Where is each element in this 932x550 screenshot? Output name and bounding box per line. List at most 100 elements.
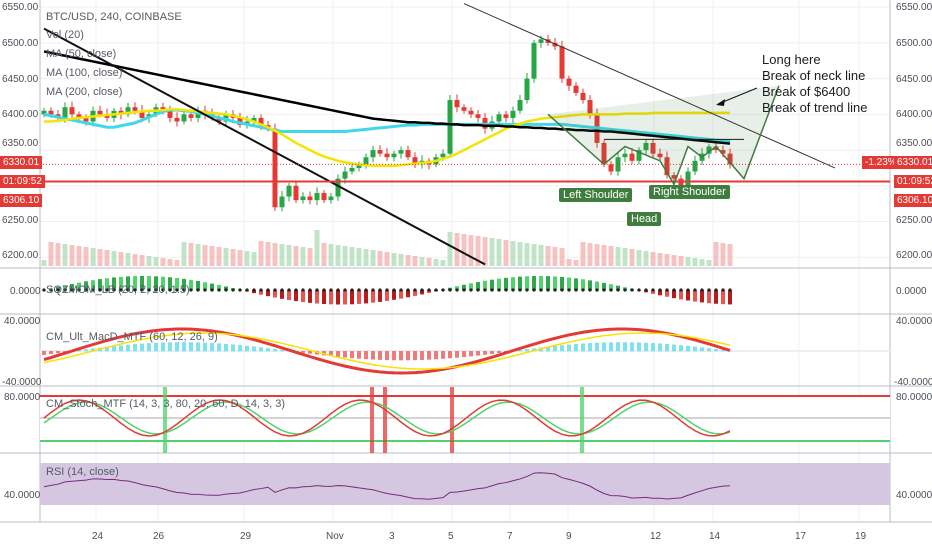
stoch-oscillator: [40, 387, 890, 453]
sqz-bar-67: [511, 277, 515, 291]
candle-76: [573, 85, 579, 93]
sqz-dot-79: [595, 288, 599, 292]
sqz-bar-65: [497, 278, 501, 291]
volume-bar-31: [258, 241, 264, 266]
candle-74: [559, 46, 565, 79]
sqz-dot-65: [497, 288, 501, 292]
sqz-bar-62: [476, 282, 480, 291]
sqz-dot-49: [385, 288, 389, 292]
volume-bar-23: [202, 245, 208, 266]
volume-bar-2: [55, 243, 61, 266]
candle-71: [538, 39, 544, 43]
macd-hist-64: [490, 351, 494, 354]
rsi-band: [40, 463, 890, 505]
volume-bar-0: [41, 260, 47, 266]
candle-65: [496, 114, 502, 122]
x-tick-7: 7: [507, 531, 513, 542]
sqz-dot-87: [651, 288, 655, 292]
macd-hist-33: [273, 348, 277, 352]
sqz-dot-22: [196, 288, 200, 292]
volume-bar-98: [727, 244, 733, 266]
candle-69: [524, 78, 530, 101]
callout-note: Long here Break of neck line Break of $6…: [762, 52, 868, 116]
volume-bar-67: [510, 241, 516, 266]
x-tick-24: 24: [92, 531, 104, 542]
candle-51: [398, 150, 404, 154]
volume-bar-83: [622, 248, 628, 266]
sqz-bar-48: [378, 290, 382, 302]
macd-hist-9: [105, 346, 109, 352]
candle-75: [566, 78, 572, 86]
volume-bar-30: [251, 252, 257, 266]
volume-bar-39: [314, 230, 320, 266]
sqz-dot-44: [350, 288, 354, 292]
symbol-title[interactable]: BTC/USD, 240, COINBASE: [46, 11, 182, 23]
volume-bar-57: [440, 260, 446, 266]
candlesticks[interactable]: [41, 35, 733, 212]
stoch-left-tick: 80.0000: [4, 392, 41, 403]
sqz-bar-38: [308, 290, 312, 303]
sqz-bar-54: [420, 290, 424, 295]
macd-hist-32: [266, 348, 270, 352]
sqz-bar-91: [679, 290, 683, 300]
x-tick-19: 19: [855, 531, 867, 542]
candle-67: [510, 110, 516, 118]
trend-lines[interactable]: [40, 3, 890, 266]
candle-4: [69, 107, 75, 115]
volume-bar-17: [160, 258, 166, 266]
volume-bar-51: [398, 254, 404, 266]
volume-bar-58: [447, 232, 453, 266]
stoch-signal-bar-3: [450, 387, 454, 453]
sqz-dot-91: [679, 288, 683, 292]
sqz-dot-71: [539, 288, 543, 292]
volume-bar-46: [363, 249, 369, 266]
sqz-bar-89: [665, 290, 669, 297]
indicator-ma50[interactable]: MA (50, close): [46, 48, 117, 60]
volume-bar-95: [706, 260, 712, 266]
sqz-dot-39: [315, 288, 319, 292]
sqz-dot-73: [553, 288, 557, 292]
volume-bar-60: [461, 234, 467, 266]
macd-hist-94: [700, 347, 704, 352]
sqz-bar-51: [399, 290, 403, 299]
sqz-dot-82: [616, 288, 620, 292]
sqz-dot-83: [623, 288, 627, 292]
indicator-ma100[interactable]: MA (100, close): [46, 67, 123, 79]
candle-36: [293, 185, 299, 201]
macd-hist-76: [574, 344, 578, 352]
sqzmom-label[interactable]: SQZMOM_LB (20, 2, 20, 1.5): [46, 284, 190, 296]
sqz-dot-95: [707, 288, 711, 292]
sqz-dot-47: [371, 288, 375, 292]
sqz-dot-58: [448, 288, 452, 292]
macd-hist-47: [371, 351, 375, 360]
candle-43: [342, 171, 348, 179]
volume-bar-86: [643, 251, 649, 266]
candle-35: [286, 185, 292, 197]
sqz-bar-31: [259, 290, 263, 295]
sqz-dot-98: [728, 288, 732, 292]
indicator-vol[interactable]: Vol (20): [46, 29, 84, 41]
sqz-dot-92: [686, 288, 690, 292]
volume-bar-24: [209, 246, 215, 266]
macd-hist-72: [546, 346, 550, 352]
sqz-dot-29: [245, 288, 249, 292]
sqz-bar-21: [189, 279, 193, 291]
macd-hist-93: [693, 346, 697, 352]
sqz-dot-26: [224, 288, 228, 292]
volume-bar-61: [468, 235, 474, 266]
candle-92: [685, 171, 691, 186]
sqz-bar-6: [84, 281, 88, 291]
macd-histogram: [40, 327, 890, 375]
right-countdown: 01:09:52: [894, 175, 932, 188]
candle-45: [356, 164, 362, 168]
sqz-dot-23: [203, 288, 207, 292]
indicator-ma200[interactable]: MA (200, close): [46, 86, 123, 98]
volume-bar-62: [475, 236, 481, 266]
volume-bar-5: [76, 246, 82, 266]
rsi-label[interactable]: RSI (14, close): [46, 466, 119, 478]
stoch-label[interactable]: CM_Stoch_MTF (14, 3, 3, 80, 20, 60, D, 1…: [46, 398, 286, 410]
sqz-bar-42: [336, 290, 340, 305]
macd-label[interactable]: CM_Ult_MacD_MTF (60, 12, 26, 9): [46, 331, 218, 343]
macd-left-tick-bottom: -40.0000: [2, 377, 42, 388]
